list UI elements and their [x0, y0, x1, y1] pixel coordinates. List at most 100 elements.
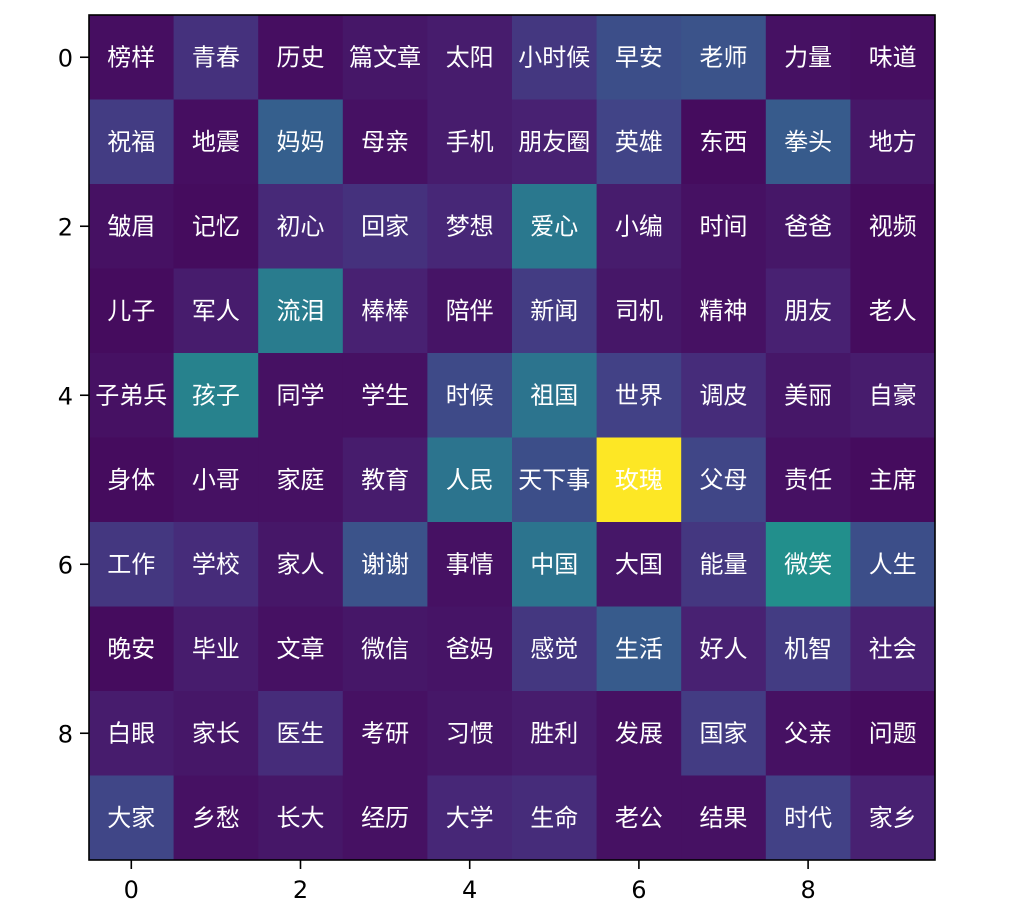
heatmap-cell: [258, 437, 344, 523]
cell-label: 长大: [277, 804, 325, 832]
heatmap-cell: [258, 184, 344, 269]
heatmap-cell: [89, 184, 175, 269]
cell-label: 小时候: [518, 43, 590, 71]
x-tick-label: 4: [462, 876, 477, 904]
heatmap-cell: [765, 15, 851, 100]
cell-label: 祝福: [107, 128, 155, 156]
heatmap-cell: [173, 437, 259, 523]
heatmap-cell: [342, 184, 428, 269]
heatmap-cell: [258, 15, 344, 100]
heatmap-cell: [342, 522, 428, 607]
cell-label: 社会: [869, 635, 917, 663]
heatmap-cell: [681, 184, 767, 269]
heatmap-cell: [427, 184, 513, 269]
heatmap-cell: [342, 353, 428, 438]
cell-label: 文章: [277, 635, 325, 663]
heatmap-cell: [173, 691, 259, 776]
cell-label: 好人: [700, 635, 748, 663]
cell-label: 母亲: [361, 128, 409, 156]
cell-label: 司机: [615, 297, 663, 325]
cell-label: 国家: [700, 719, 748, 747]
cell-label: 人民: [446, 466, 494, 494]
heatmap-cell: [596, 522, 682, 607]
heatmap-cell: [681, 268, 767, 354]
cell-label: 习惯: [446, 719, 494, 747]
heatmap-cell: [427, 99, 513, 185]
heatmap-cell: [596, 606, 682, 692]
heatmap-cell: [850, 522, 936, 607]
cell-label: 大国: [615, 550, 663, 578]
cell-label: 工作: [107, 550, 155, 578]
cell-label: 太阳: [446, 43, 494, 71]
heatmap-cell: [427, 15, 513, 100]
heatmap-cell: [342, 606, 428, 692]
heatmap-cell: [681, 437, 767, 523]
cell-label: 家庭: [277, 466, 325, 494]
cell-label: 陪伴: [446, 297, 494, 325]
cell-label: 家人: [277, 550, 325, 578]
cell-label: 力量: [784, 43, 832, 71]
cell-label: 老师: [700, 43, 748, 71]
cell-label: 新闻: [530, 297, 578, 325]
cell-label: 精神: [700, 297, 748, 325]
heatmap-cell: [850, 15, 936, 100]
cell-label: 初心: [277, 212, 325, 240]
heatmap-cell: [512, 15, 598, 100]
cell-label: 孩子: [192, 381, 240, 409]
cell-label: 乡愁: [192, 804, 240, 832]
heatmap-cell: [850, 184, 936, 269]
heatmap-cell: [512, 437, 598, 523]
heatmap-cell: [765, 184, 851, 269]
heatmap-cell: [342, 15, 428, 100]
cell-label: 朋友: [784, 297, 832, 325]
cell-label: 篇文章: [349, 43, 421, 71]
cell-label: 美丽: [784, 381, 832, 409]
x-tick-label: 2: [293, 876, 308, 904]
heatmap-cell: [681, 353, 767, 438]
cell-label: 味道: [869, 43, 917, 71]
heatmap-cell: [173, 15, 259, 100]
y-tick-label: 2: [58, 213, 73, 241]
heatmap-cell: [596, 353, 682, 438]
heatmap-cell: [850, 775, 936, 861]
cell-label: 儿子: [107, 297, 155, 325]
y-tick-label: 0: [58, 44, 73, 72]
heatmap-cell: [512, 606, 598, 692]
heatmap-cell: [512, 353, 598, 438]
cell-label: 发展: [615, 719, 663, 747]
heatmap-cell: [850, 437, 936, 523]
heatmap-cell: [850, 691, 936, 776]
cell-label: 大学: [446, 804, 494, 832]
heatmap-cell: [258, 268, 344, 354]
heatmap-cell: [681, 99, 767, 185]
heatmap-cell: [681, 522, 767, 607]
heatmap-cell: [681, 775, 767, 861]
cell-label: 医生: [277, 719, 325, 747]
cell-label: 胜利: [530, 719, 578, 747]
heatmap-cell: [596, 15, 682, 100]
cell-label: 教育: [361, 466, 409, 494]
cell-label: 世界: [615, 381, 663, 409]
cell-label: 晚安: [107, 635, 155, 663]
cell-label: 微信: [361, 635, 409, 663]
cell-label: 感觉: [530, 635, 578, 663]
heatmap-cell: [342, 268, 428, 354]
x-tick-label: 6: [631, 876, 646, 904]
heatmap-cell: [89, 15, 175, 100]
heatmap-cell: [342, 99, 428, 185]
heatmap-cell: [89, 606, 175, 692]
cell-label: 生命: [530, 804, 578, 832]
cell-label: 调皮: [700, 381, 748, 409]
cell-label: 问题: [869, 719, 917, 747]
cell-label: 地震: [192, 128, 240, 156]
heatmap-cell: [427, 775, 513, 861]
x-axis-ticks: 0 2 4 6 8: [124, 860, 816, 904]
heatmap-cell: [173, 522, 259, 607]
cell-label: 大家: [107, 804, 155, 832]
cell-label: 榜样: [107, 43, 155, 71]
cell-label: 时候: [446, 381, 494, 409]
cell-label: 朋友圈: [518, 128, 590, 156]
y-tick-label: 6: [58, 551, 73, 579]
